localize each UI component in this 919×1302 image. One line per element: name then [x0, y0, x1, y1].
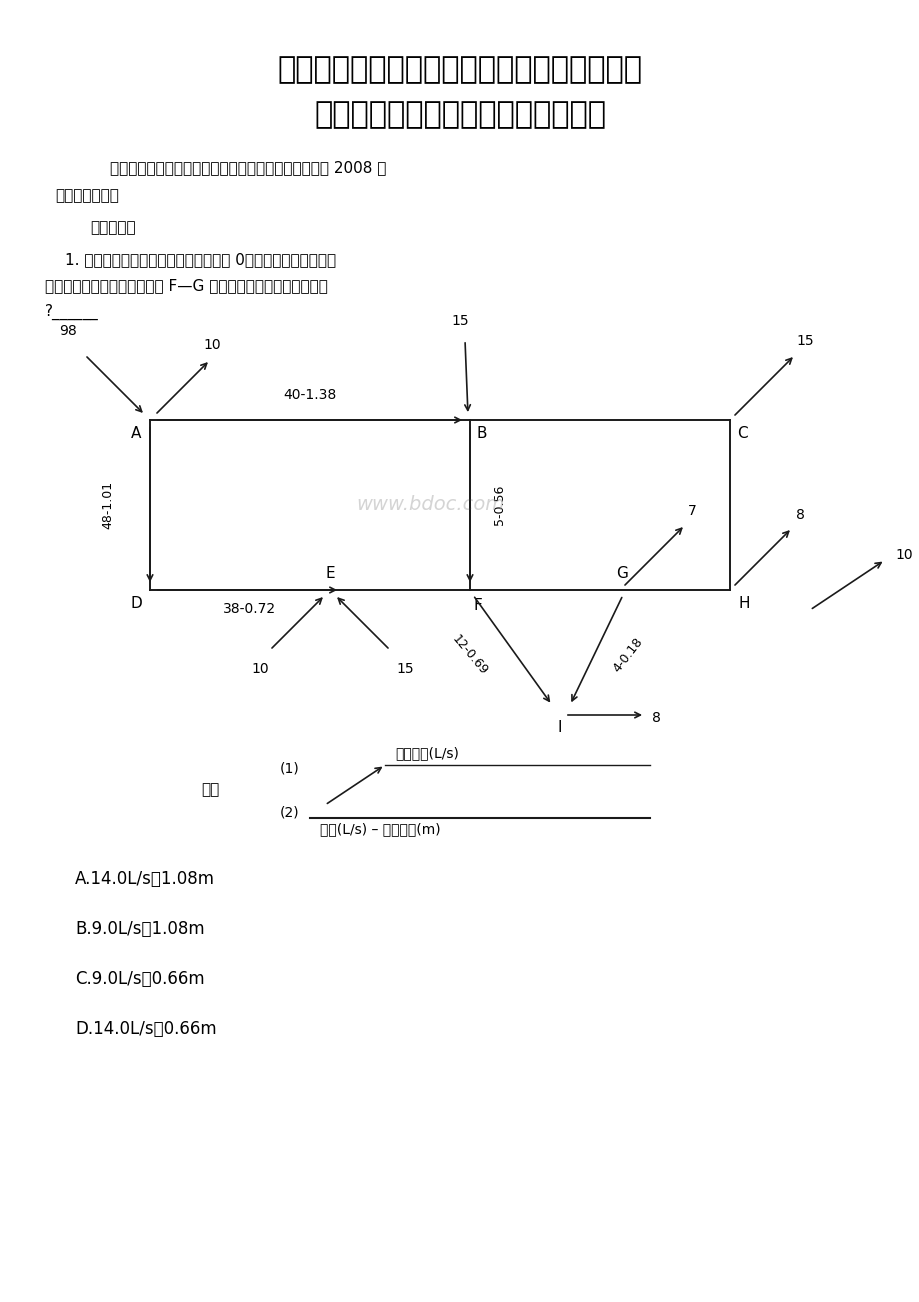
Text: 图例: 图例: [200, 783, 219, 798]
Text: 10: 10: [894, 548, 912, 562]
Text: 12-0.69: 12-0.69: [449, 633, 490, 677]
Text: 40-1.38: 40-1.38: [283, 388, 336, 402]
Text: 勘察设计注册公用设备工程师给水排水专业案例下真题 2008 年: 勘察设计注册公用设备工程师给水排水专业案例下真题 2008 年: [110, 160, 386, 174]
Text: 38-0.72: 38-0.72: [223, 602, 277, 616]
Text: 流量(L/s) – 水头损失(m): 流量(L/s) – 水头损失(m): [320, 822, 440, 836]
Text: (2): (2): [279, 805, 300, 819]
Text: I: I: [557, 720, 562, 736]
Text: 模拟试题与答案: 模拟试题与答案: [55, 187, 119, 203]
Text: C.9.0L/s，0.66m: C.9.0L/s，0.66m: [75, 970, 204, 988]
Text: 10: 10: [203, 339, 221, 352]
Text: D: D: [130, 596, 142, 612]
Text: ?______: ?______: [45, 303, 98, 320]
Text: 5-0.56: 5-0.56: [493, 484, 506, 525]
Text: G: G: [616, 566, 628, 582]
Text: A: A: [130, 427, 141, 441]
Text: A.14.0L/s，1.08m: A.14.0L/s，1.08m: [75, 870, 215, 888]
Text: E: E: [324, 566, 335, 582]
Text: (1): (1): [279, 760, 300, 775]
Text: 8: 8: [652, 711, 660, 725]
Text: www.bdoc.com: www.bdoc.com: [356, 496, 504, 514]
Text: 98: 98: [59, 324, 77, 339]
Text: 1. 某管网经平差计算，各环闭合差均为 0，已知部分管段流量及: 1. 某管网经平差计算，各环闭合差均为 0，已知部分管段流量及: [65, 253, 335, 267]
Text: 排水专业案例下真题模拟试题与答案: 排水专业案例下真题模拟试题与答案: [313, 100, 606, 129]
Text: 48-1.01: 48-1.01: [101, 480, 114, 529]
Text: C: C: [736, 427, 746, 441]
Text: 10: 10: [251, 661, 268, 676]
Text: 15: 15: [396, 661, 414, 676]
Text: 水头损失如附图所示，求管段 F—G 的流量及水头损失为以下何值: 水头损失如附图所示，求管段 F—G 的流量及水头损失为以下何值: [45, 279, 327, 293]
Text: 4-0.18: 4-0.18: [610, 635, 645, 674]
Text: B.9.0L/s，1.08m: B.9.0L/s，1.08m: [75, 921, 204, 937]
Text: D.14.0L/s，0.66m: D.14.0L/s，0.66m: [75, 1019, 216, 1038]
Text: 7: 7: [686, 504, 696, 518]
Text: 节点流量(L/s): 节点流量(L/s): [394, 746, 459, 760]
Text: 单项选择题: 单项选择题: [90, 220, 135, 234]
Text: 15: 15: [795, 335, 813, 348]
Text: 8: 8: [795, 508, 803, 522]
Text: B: B: [476, 427, 487, 441]
Text: 15: 15: [450, 314, 469, 328]
Text: F: F: [473, 599, 482, 613]
Text: H: H: [737, 596, 749, 612]
Text: 土木工程类勘察设计注册公用设备工程师给水: 土木工程类勘察设计注册公用设备工程师给水: [278, 55, 641, 85]
